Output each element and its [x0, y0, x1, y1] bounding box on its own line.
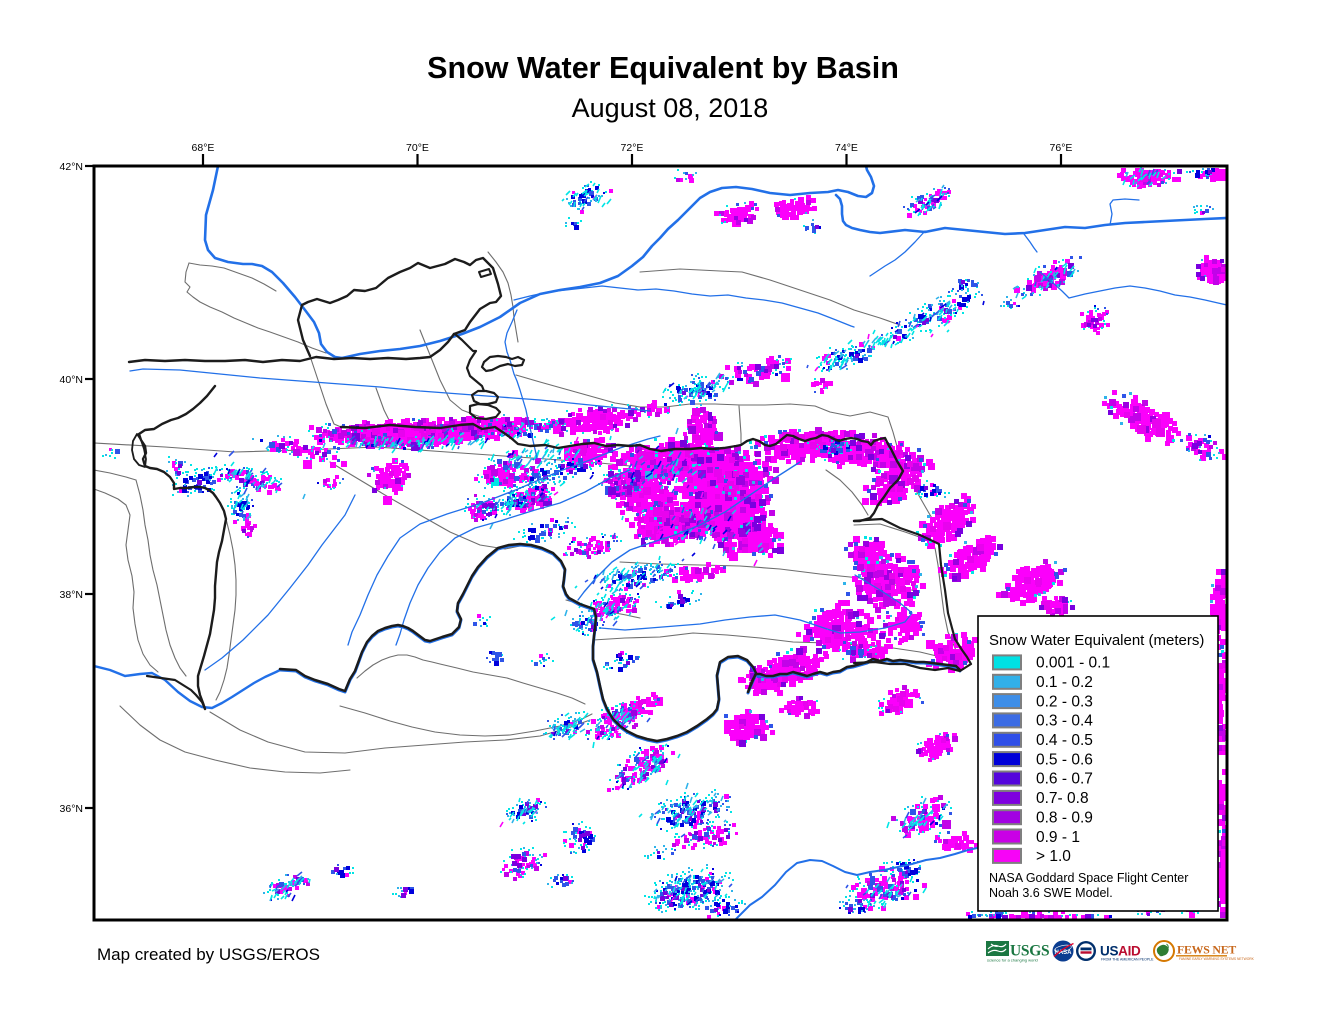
svg-text:FROM THE AMERICAN PEOPLE: FROM THE AMERICAN PEOPLE — [1101, 957, 1154, 961]
svg-text:40°N: 40°N — [60, 374, 83, 386]
svg-text:> 1.0: > 1.0 — [1036, 848, 1071, 865]
svg-text:August 08, 2018: August 08, 2018 — [572, 93, 769, 123]
svg-text:0.001 - 0.1: 0.001 - 0.1 — [1036, 655, 1110, 672]
svg-text:68°E: 68°E — [192, 142, 215, 154]
svg-text:0.4 - 0.5: 0.4 - 0.5 — [1036, 732, 1093, 749]
svg-text:0.1 - 0.2: 0.1 - 0.2 — [1036, 674, 1093, 691]
svg-text:36°N: 36°N — [60, 803, 83, 815]
svg-text:0.9 - 1: 0.9 - 1 — [1036, 829, 1080, 846]
svg-text:0.6 - 0.7: 0.6 - 0.7 — [1036, 771, 1093, 788]
svg-text:FAMINE EARLY WARNING SYSTEMS N: FAMINE EARLY WARNING SYSTEMS NETWORK — [1179, 957, 1255, 961]
svg-text:76°E: 76°E — [1050, 142, 1073, 154]
svg-text:0.8 - 0.9: 0.8 - 0.9 — [1036, 809, 1093, 826]
svg-text:74°E: 74°E — [835, 142, 858, 154]
svg-text:70°E: 70°E — [406, 142, 429, 154]
svg-text:0.7- 0.8: 0.7- 0.8 — [1036, 790, 1089, 807]
svg-text:FEWS NET: FEWS NET — [1177, 943, 1236, 957]
svg-text:USAID: USAID — [1100, 944, 1141, 959]
svg-text:NASA Goddard Space Flight Cent: NASA Goddard Space Flight Center — [989, 871, 1188, 885]
svg-text:NASA: NASA — [1054, 950, 1072, 956]
svg-text:Snow Water Equivalent by Basin: Snow Water Equivalent by Basin — [427, 51, 899, 85]
svg-text:0.5 - 0.6: 0.5 - 0.6 — [1036, 751, 1093, 768]
svg-text:72°E: 72°E — [621, 142, 644, 154]
svg-text:Map created by USGS/EROS: Map created by USGS/EROS — [97, 945, 320, 964]
svg-text:science for a changing world: science for a changing world — [987, 958, 1038, 963]
svg-text:38°N: 38°N — [60, 589, 83, 601]
svg-text:Snow Water Equivalent (meters): Snow Water Equivalent (meters) — [989, 632, 1204, 649]
svg-text:0.2 - 0.3: 0.2 - 0.3 — [1036, 693, 1093, 710]
svg-text:42°N: 42°N — [60, 161, 83, 173]
svg-text:Noah 3.6 SWE Model.: Noah 3.6 SWE Model. — [989, 886, 1113, 900]
svg-text:0.3 - 0.4: 0.3 - 0.4 — [1036, 713, 1093, 730]
svg-text:USGS: USGS — [1010, 943, 1049, 960]
